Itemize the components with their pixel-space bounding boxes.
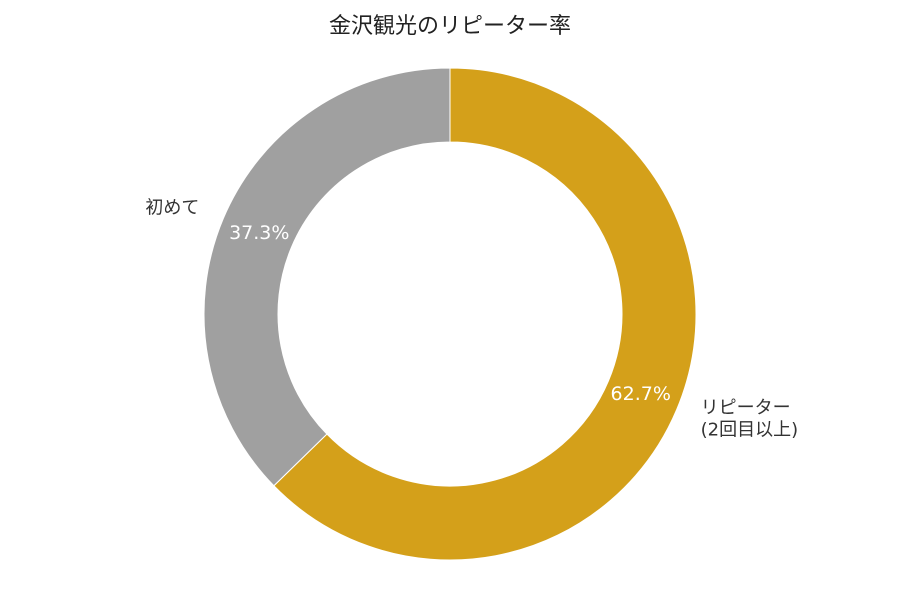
chart-title: 金沢観光のリピーター率 [328,14,571,39]
category-label-0: リピーター(2回目以上) [701,398,799,441]
category-label-1: 初めて [145,197,199,218]
percent-label-1: 37.3% [229,222,289,244]
slice-1 [203,67,451,487]
slice-0 [273,67,697,561]
percent-label-0: 62.7% [611,383,671,405]
